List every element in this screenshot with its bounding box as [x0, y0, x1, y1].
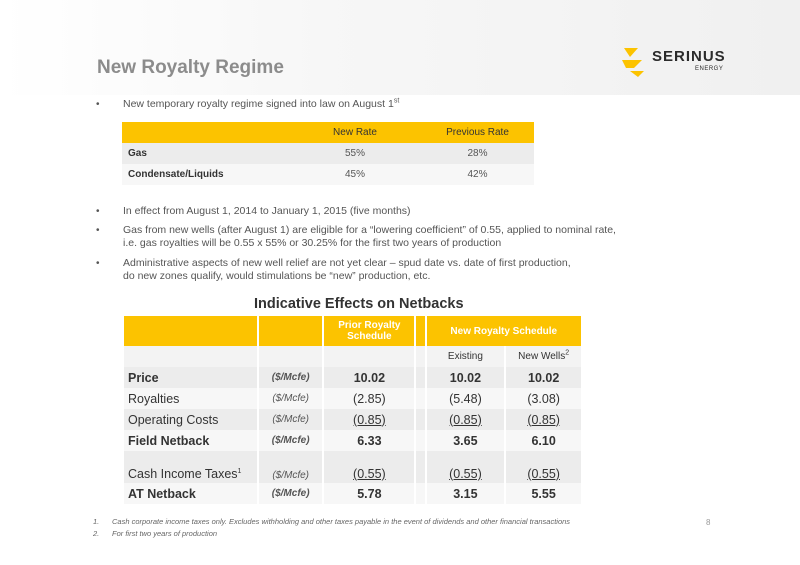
cell-new-wells-value: (0.85) [527, 412, 560, 427]
cell-new-wells-value: (0.55) [527, 467, 560, 481]
cell-existing-value: (0.55) [449, 467, 482, 481]
logo-subtitle: ENERGY [695, 66, 724, 72]
serinus-logo: SERINUS ENERGY [618, 44, 768, 78]
row-unit: ($/Mcfe) [258, 409, 323, 430]
table-row: AT Netback ($/Mcfe) 5.78 3.15 5.55 [124, 483, 581, 504]
footnote-2: 2. For first two years of production [93, 529, 217, 538]
cell-new-wells: 6.10 [506, 430, 581, 451]
subheader-new-wells-text: New Wells [518, 351, 566, 362]
row-label: Cash Income Taxes1 [124, 451, 257, 483]
table-row: Condensate/Liquids 45% 42% [122, 164, 534, 185]
cell-existing: (0.85) [426, 409, 505, 430]
footnote-2-text: For first two years of production [112, 529, 218, 538]
bullet-2-text: In effect from August 1, 2014 to January… [123, 205, 411, 217]
cell-existing: 3.65 [426, 430, 505, 451]
cell-prior-value: (0.85) [353, 412, 386, 427]
cell-existing: (5.48) [426, 388, 505, 409]
table-row: Field Netback ($/Mcfe) 6.33 3.65 6.10 [124, 430, 581, 451]
header-band [0, 0, 800, 95]
bullet-4-line-1: Administrative aspects of new well relie… [123, 257, 571, 269]
cell-existing: (0.55) [426, 451, 505, 483]
netback-subheader-row: Existing New Wells2 [124, 346, 581, 367]
cell-existing-value: (0.85) [449, 412, 482, 427]
row-unit: ($/Mcfe) [258, 367, 323, 388]
cell-previous-rate: 28% [421, 143, 534, 164]
row-unit: ($/Mcfe) [258, 388, 323, 409]
subheader-new-wells: New Wells2 [506, 346, 581, 367]
rate-table-header: New Rate Previous Rate [122, 122, 534, 143]
row-label-sup: 1 [237, 467, 242, 475]
table-row: Gas 55% 28% [122, 143, 534, 164]
bullet-1-sup: st [393, 97, 400, 105]
cell-prior: (0.55) [324, 451, 415, 483]
cell-previous-rate: 42% [421, 164, 534, 185]
row-label: Gas [122, 143, 289, 164]
footnote-1: 1. Cash corporate income taxes only. Excl… [93, 517, 570, 526]
bullet-2: • In effect from August 1, 2014 to Januar… [96, 205, 411, 217]
row-unit: ($/Mcfe) [258, 430, 323, 451]
logo-mark-icon [622, 48, 644, 77]
bullet-3-line-1: Gas from new wells (after August 1) are … [123, 224, 616, 236]
footnote-1-number: 1. [93, 517, 100, 526]
bullet-3: • Gas from new wells (after August 1) are… [96, 224, 616, 249]
logo-wordmark: SERINUS [652, 48, 726, 65]
cell-prior: 6.33 [324, 430, 415, 451]
cell-prior: (2.85) [324, 388, 415, 409]
header-previous-rate: Previous Rate [421, 122, 534, 143]
cell-prior: 10.02 [324, 367, 415, 388]
cell-prior: 5.78 [324, 483, 415, 504]
row-unit: ($/Mcfe) [258, 451, 323, 483]
row-label: Operating Costs [124, 409, 257, 430]
cell-prior: (0.85) [324, 409, 415, 430]
row-label: AT Netback [124, 483, 257, 504]
netback-header-row: Prior Royalty Schedule New Royalty Sched… [124, 316, 581, 346]
page-title: New Royalty Regime [97, 57, 284, 78]
cell-prior-value: (0.55) [353, 467, 386, 481]
cell-new-wells: (3.08) [506, 388, 581, 409]
footnote-1-text: Cash corporate income taxes only. Exclud… [112, 517, 571, 526]
netback-title: Indicative Effects on Netbacks [254, 296, 464, 312]
table-row: Cash Income Taxes1 ($/Mcfe) (0.55) (0.55… [124, 451, 581, 483]
cell-new-rate: 55% [289, 143, 421, 164]
row-label-text: Cash Income Taxes [128, 467, 238, 481]
row-unit: ($/Mcfe) [258, 483, 323, 504]
cell-new-wells: (0.85) [506, 409, 581, 430]
bullet-4-line-2: do new zones qualify, would stimulations… [123, 270, 431, 282]
header-new-rate: New Rate [289, 122, 421, 143]
bullet-1: • New temporary royalty regime signed int… [96, 97, 400, 111]
cell-new-wells: (0.55) [506, 451, 581, 483]
row-label: Condensate/Liquids [122, 164, 289, 185]
netback-table: Prior Royalty Schedule New Royalty Sched… [122, 316, 583, 504]
row-label: Royalties [124, 388, 257, 409]
table-row: Royalties ($/Mcfe) (2.85) (5.48) (3.08) [124, 388, 581, 409]
header-prior-schedule: Prior Royalty Schedule [324, 316, 415, 346]
page-number: 8 [706, 518, 711, 527]
cell-existing: 10.02 [426, 367, 505, 388]
royalty-rate-table: New Rate Previous Rate Gas 55% 28% Conde… [122, 122, 534, 185]
cell-new-wells: 10.02 [506, 367, 581, 388]
cell-new-rate: 45% [289, 164, 421, 185]
header-new-schedule: New Royalty Schedule [426, 316, 581, 346]
cell-existing: 3.15 [426, 483, 505, 504]
bullet-4: • Administrative aspects of new well reli… [96, 257, 571, 282]
footnote-2-number: 2. [93, 529, 100, 538]
subheader-existing: Existing [426, 346, 505, 367]
bullet-3-line-2: i.e. gas royalties will be 0.55 x 55% or… [123, 237, 502, 249]
bullet-1-text: New temporary royalty regime signed into… [123, 98, 394, 110]
row-label: Field Netback [124, 430, 257, 451]
row-label: Price [124, 367, 257, 388]
table-row: Operating Costs ($/Mcfe) (0.85) (0.85) (… [124, 409, 581, 430]
table-row: Price ($/Mcfe) 10.02 10.02 10.02 [124, 367, 581, 388]
cell-new-wells: 5.55 [506, 483, 581, 504]
subheader-new-wells-sup: 2 [565, 349, 570, 357]
